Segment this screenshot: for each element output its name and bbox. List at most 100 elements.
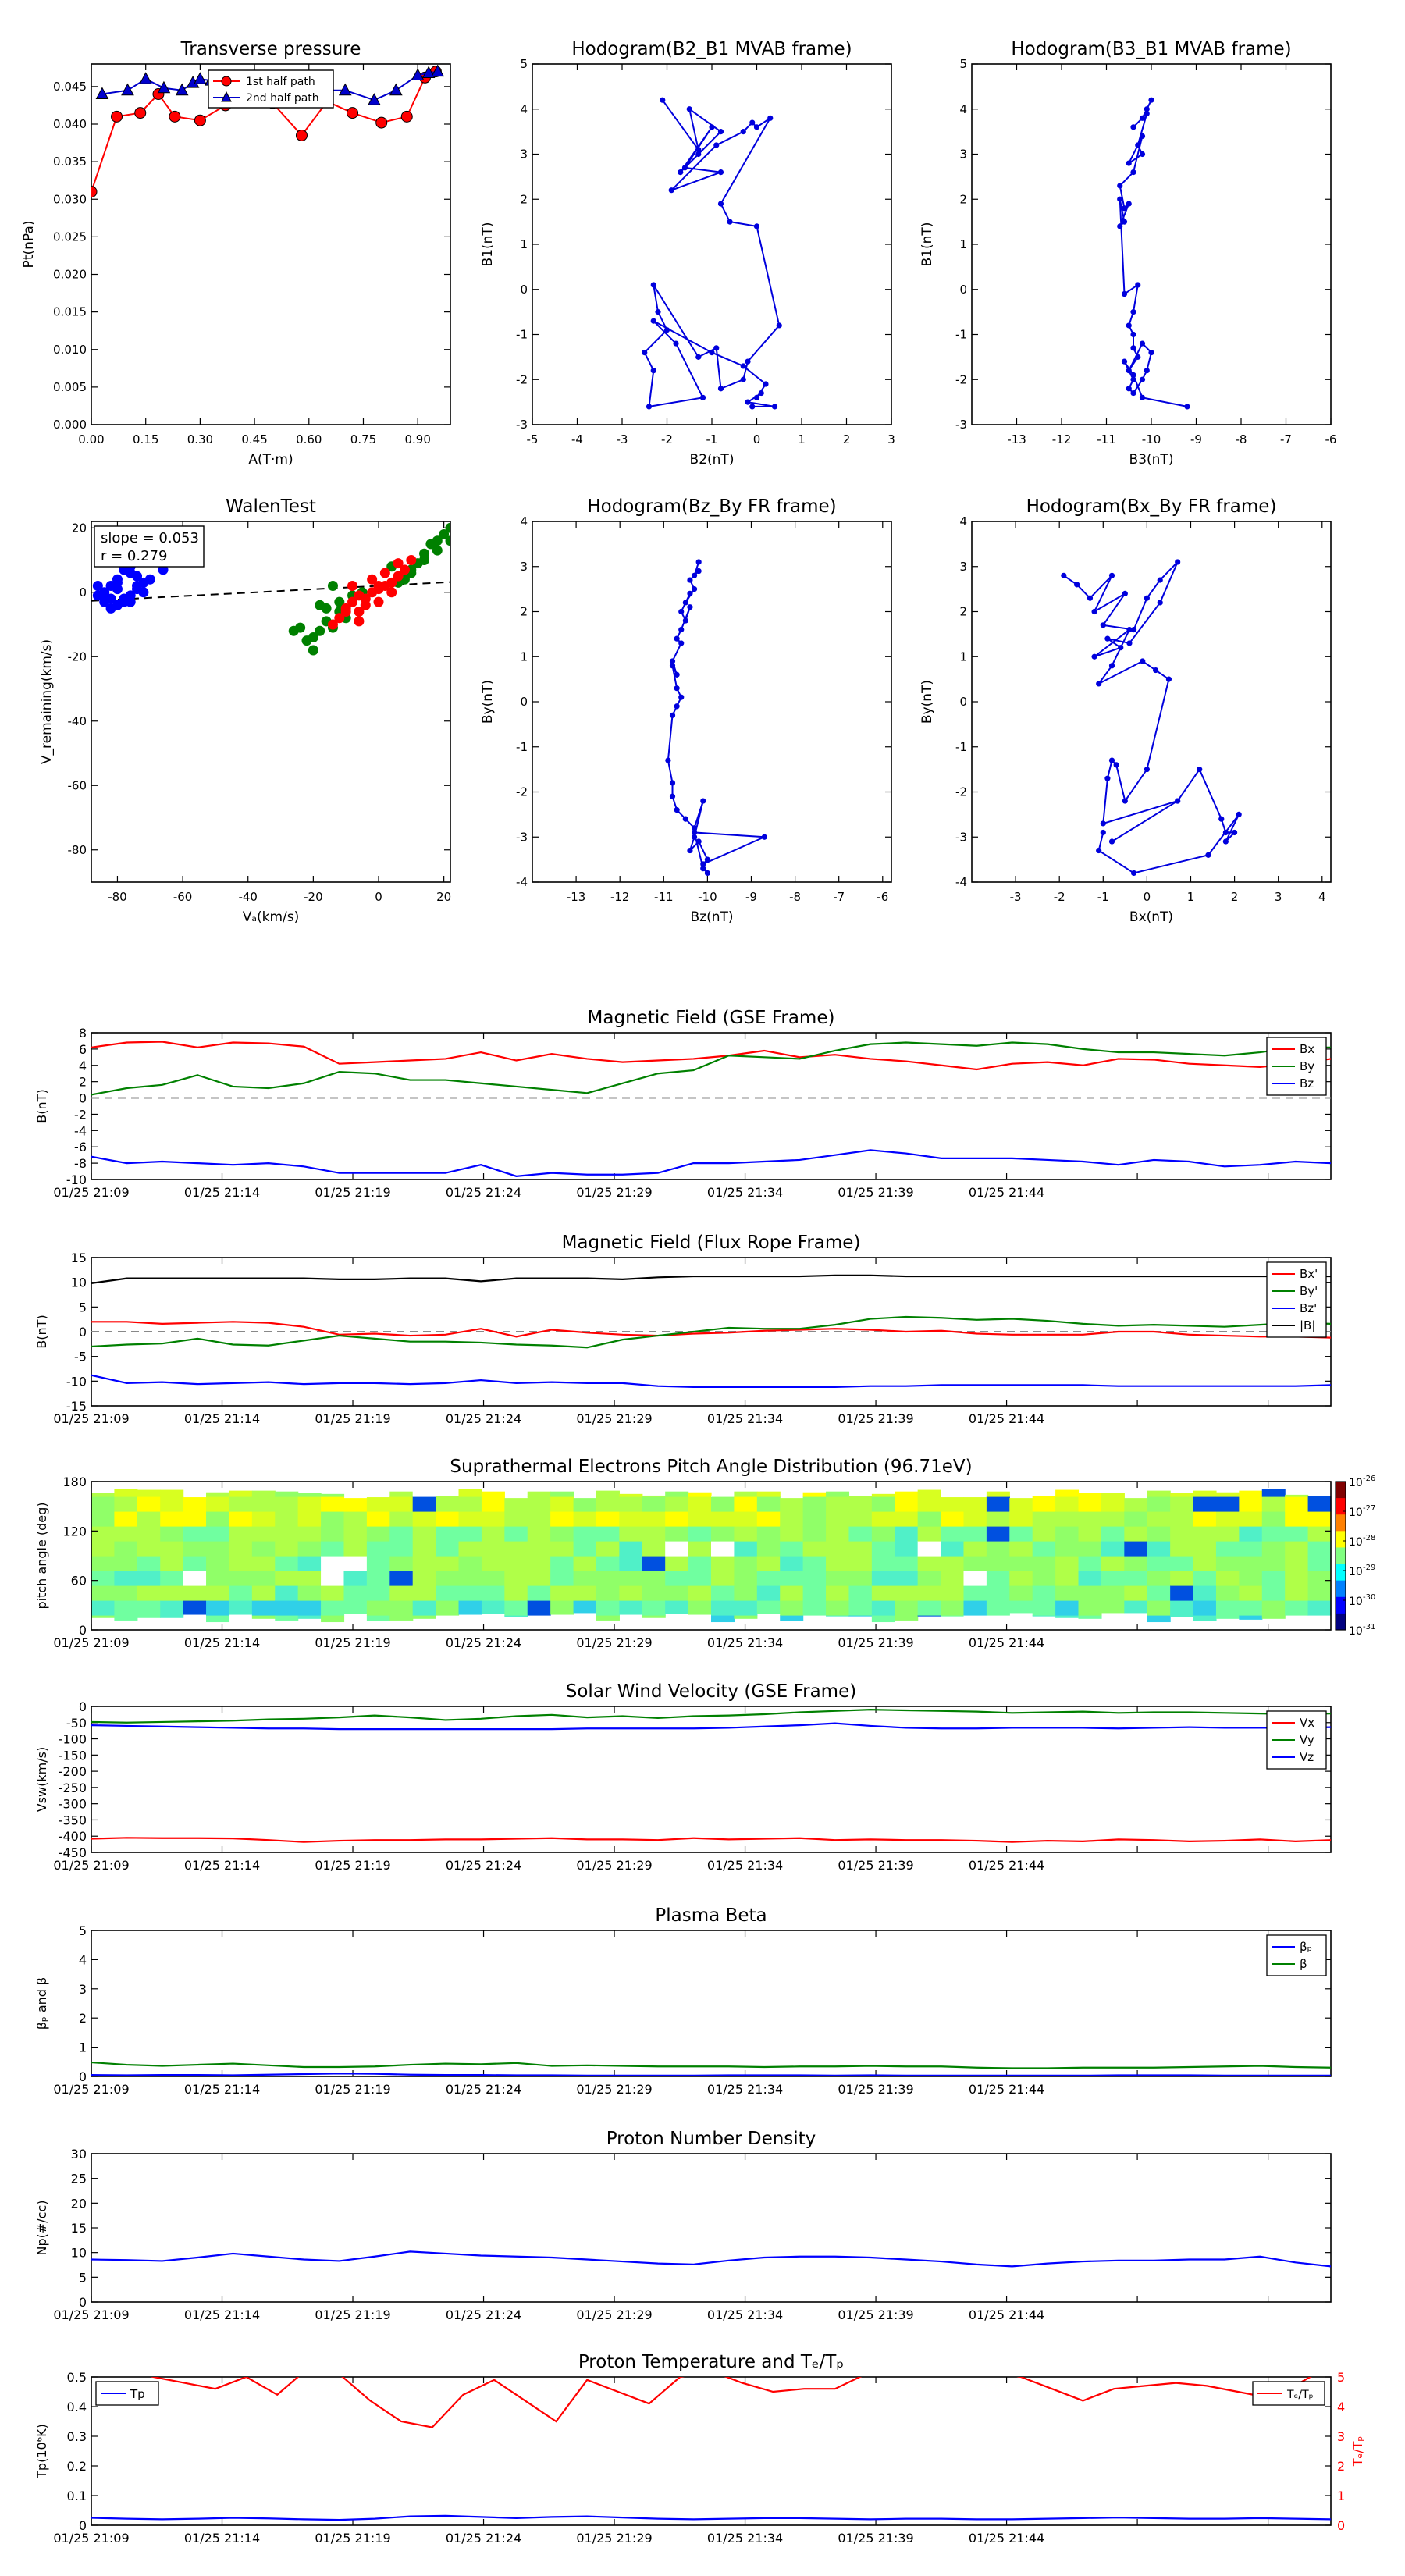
heatmap-cell	[1193, 1511, 1217, 1527]
heatmap-cell	[1307, 1511, 1332, 1527]
heatmap-cell	[826, 1491, 850, 1497]
x-tick-label: -11	[654, 890, 674, 904]
data-point	[673, 340, 679, 347]
data-point	[687, 847, 693, 854]
data-point	[687, 604, 693, 610]
data-point	[334, 613, 345, 624]
heatmap-cell	[436, 1556, 460, 1571]
panel-title: Magnetic Field (Flux Rope Frame)	[562, 1233, 861, 1253]
heatmap-cell	[734, 1556, 758, 1571]
heatmap-cell	[780, 1600, 804, 1616]
x-tick-label: -5	[527, 432, 539, 447]
y-tick-label-right: 5	[1337, 2370, 1345, 2385]
data-point	[1130, 309, 1136, 315]
y-tick-label: 0	[79, 2069, 87, 2084]
data-point	[373, 581, 384, 591]
y-tick-label: 3	[520, 560, 528, 574]
series-line	[91, 2250, 1331, 2268]
data-point	[347, 107, 359, 119]
heatmap-cell	[665, 1600, 689, 1614]
legend-marker	[221, 76, 232, 87]
heatmap-cell	[1239, 1571, 1263, 1586]
heatmap-cell	[1147, 1511, 1171, 1527]
y-tick-label: 10	[71, 1276, 87, 1290]
heatmap-cell	[780, 1511, 804, 1527]
heatmap-cell	[1055, 1571, 1080, 1586]
legend-label: βₚ	[1300, 1940, 1312, 1954]
data-point	[354, 616, 365, 627]
data-point	[1130, 390, 1136, 397]
x-axis-label: Bz(nT)	[690, 909, 733, 925]
colorbar-frame	[1335, 1481, 1346, 1631]
y-tick-label: 1	[79, 2041, 87, 2055]
heatmap-cell	[1032, 1556, 1056, 1571]
heatmap-cell	[665, 1571, 689, 1586]
y-tick-label: 1	[959, 237, 967, 251]
legend-label: β	[1300, 1957, 1307, 1971]
heatmap-cell	[665, 1526, 689, 1542]
heatmap-cell	[1009, 1600, 1033, 1614]
series-line	[643, 99, 781, 408]
data-point	[373, 596, 384, 607]
data-point	[1121, 290, 1128, 297]
heatmap-cell	[917, 1600, 941, 1616]
heatmap-cell	[229, 1496, 253, 1512]
heatmap-cell	[917, 1571, 941, 1586]
plot-area	[91, 2061, 1331, 2076]
legend-label: Vz	[1300, 1750, 1314, 1764]
data-point	[112, 584, 123, 595]
heatmap-cell	[229, 1600, 253, 1615]
plot-area	[642, 97, 782, 410]
colorbar-tick-exponent: -29	[1363, 1564, 1375, 1572]
heatmap-cell	[458, 1541, 482, 1557]
y-tick-label: -4	[516, 875, 528, 889]
data-point	[700, 866, 706, 872]
heatmap-cell	[711, 1600, 735, 1616]
heatmap-cell	[1215, 1571, 1240, 1586]
heatmap-cell	[160, 1489, 184, 1497]
heatmap-cell	[91, 1585, 116, 1601]
heatmap-cell	[504, 1526, 528, 1542]
heatmap-cell	[756, 1511, 781, 1527]
heatmap-cell	[1285, 1494, 1309, 1497]
data-point	[1126, 368, 1132, 374]
colorbar-tick-base: 10	[1349, 1536, 1363, 1549]
heatmap-cell	[596, 1600, 620, 1616]
y-tick-label-right: 1	[1337, 2489, 1345, 2503]
x-tick-label: 01/25 21:19	[315, 1185, 390, 1200]
y-tick-label: 4	[959, 514, 967, 528]
heatmap-cell	[711, 1571, 735, 1586]
data-point	[347, 581, 358, 591]
heatmap-cell	[596, 1541, 620, 1557]
colorbar-tick-exponent: -28	[1363, 1534, 1375, 1542]
heatmap-cell	[458, 1585, 482, 1601]
heatmap-cell	[1193, 1541, 1217, 1557]
heatmap-cell	[160, 1615, 184, 1618]
plot-area	[665, 559, 767, 877]
heatmap-cell	[275, 1496, 299, 1512]
data-point	[749, 119, 756, 126]
data-point	[674, 703, 680, 710]
heatmap-cell	[550, 1511, 574, 1527]
data-point	[439, 529, 450, 539]
y-tick-label: -3	[955, 418, 967, 432]
heatmap-cell	[1055, 1585, 1080, 1601]
y-tick-label: 0.025	[53, 229, 87, 244]
x-tick-label: 01/25 21:14	[184, 1858, 260, 1873]
y-axis-label: Pt(nPa)	[21, 221, 37, 269]
data-point	[119, 596, 130, 607]
y-tick-label: 1	[959, 649, 967, 664]
heatmap-cell	[1307, 1496, 1332, 1512]
heatmap-cell	[826, 1600, 850, 1616]
heatmap-cell	[619, 1511, 643, 1527]
heatmap-cell	[711, 1541, 735, 1557]
heatmap-cell	[986, 1491, 1010, 1497]
colorbar-tick-exponent: -30	[1363, 1593, 1375, 1602]
data-point	[1236, 811, 1242, 817]
heatmap-cell	[711, 1511, 735, 1527]
heatmap-cell	[436, 1600, 460, 1616]
heatmap-cell	[619, 1541, 643, 1557]
x-tick-label: -2	[661, 432, 673, 447]
hodo_bx_by-frame	[971, 521, 1332, 883]
y-tick-label: -250	[59, 1781, 87, 1795]
